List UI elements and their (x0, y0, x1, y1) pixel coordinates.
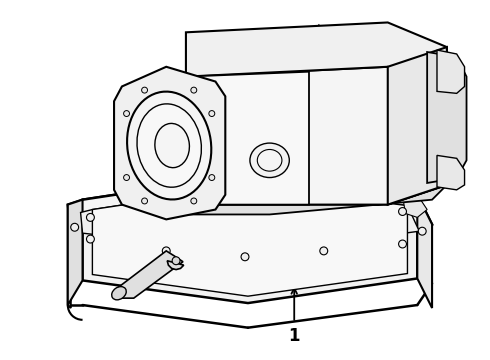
Circle shape (71, 223, 78, 231)
Circle shape (241, 191, 249, 199)
Polygon shape (167, 261, 184, 270)
Circle shape (320, 196, 328, 204)
Ellipse shape (155, 123, 190, 168)
Polygon shape (186, 72, 309, 204)
Text: 1: 1 (289, 327, 300, 345)
Circle shape (418, 227, 426, 235)
Circle shape (162, 200, 170, 208)
Ellipse shape (137, 104, 201, 187)
Polygon shape (82, 175, 417, 303)
Polygon shape (388, 47, 447, 204)
Circle shape (191, 198, 197, 204)
Circle shape (320, 247, 328, 255)
Polygon shape (80, 186, 419, 253)
Polygon shape (117, 251, 183, 298)
Ellipse shape (127, 91, 211, 199)
Polygon shape (437, 50, 465, 93)
Ellipse shape (250, 143, 289, 177)
Polygon shape (68, 200, 82, 305)
Circle shape (191, 87, 197, 93)
Polygon shape (114, 67, 225, 219)
Polygon shape (427, 52, 466, 183)
Circle shape (398, 208, 407, 215)
Polygon shape (68, 175, 432, 247)
Circle shape (209, 175, 215, 180)
Circle shape (86, 235, 95, 243)
Polygon shape (93, 186, 408, 296)
Polygon shape (161, 185, 447, 215)
Circle shape (398, 240, 407, 248)
Ellipse shape (112, 287, 126, 300)
Circle shape (241, 253, 249, 261)
Ellipse shape (257, 149, 282, 171)
Circle shape (142, 87, 147, 93)
Polygon shape (68, 204, 71, 308)
Polygon shape (161, 67, 447, 204)
Circle shape (142, 198, 147, 204)
Circle shape (162, 247, 170, 255)
Circle shape (209, 111, 215, 117)
Circle shape (172, 257, 180, 265)
Circle shape (86, 213, 95, 221)
Polygon shape (437, 156, 465, 190)
Circle shape (123, 175, 129, 180)
Polygon shape (186, 22, 447, 86)
Circle shape (123, 111, 129, 117)
Polygon shape (402, 195, 427, 217)
Polygon shape (417, 195, 432, 308)
